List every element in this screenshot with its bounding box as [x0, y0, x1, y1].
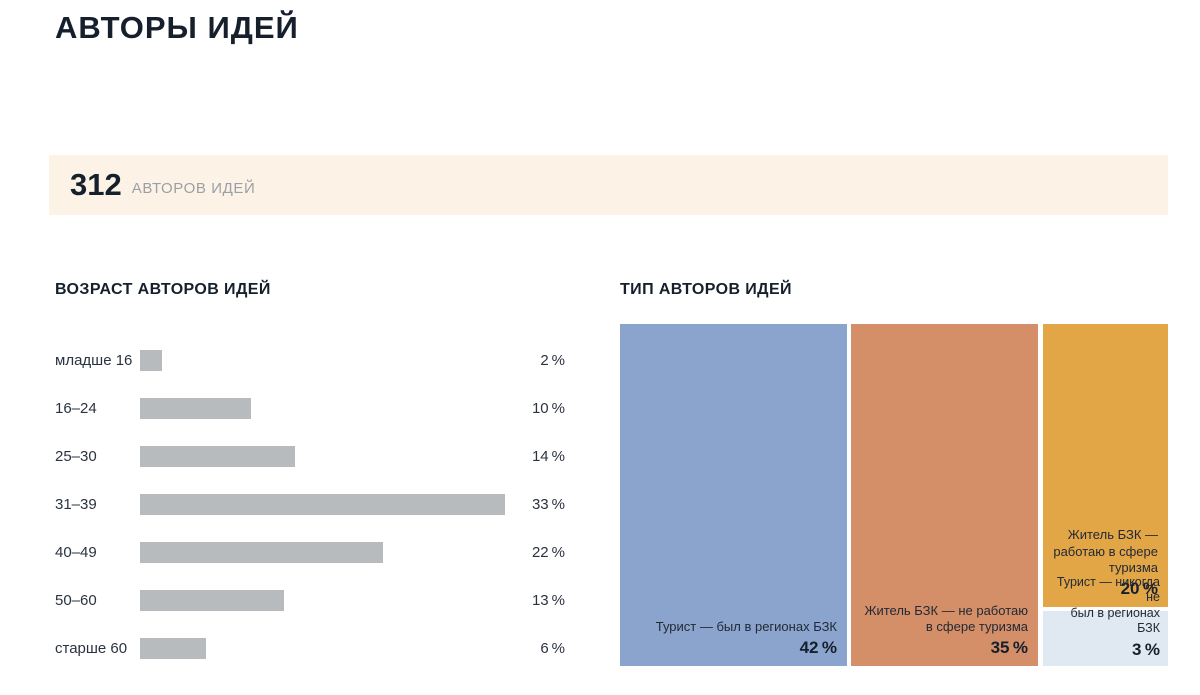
treemap-block-text: Турист — никогда не был в регионах БЗК 3… [1043, 575, 1168, 667]
bar-category-label: 16–24 [55, 399, 97, 417]
treemap-block-label: Житель БЗК — не работаю в сфере туризма [864, 602, 1028, 634]
bar [140, 445, 295, 467]
treemap-block-label: Турист — никогда не был в регионах БЗК [1056, 574, 1160, 636]
bar-category-label: 25–30 [55, 447, 97, 465]
bar [140, 541, 383, 563]
bar-value-label: 22 % [531, 543, 565, 561]
age-bar-chart: младше 16 2 % 16–24 10 % 25–30 14 % 31–3… [55, 336, 565, 672]
bar-category-label: младше 16 [55, 351, 133, 369]
page-title: АВТОРЫ ИДЕЙ [55, 10, 299, 45]
bar-row: 31–39 33 % [55, 480, 565, 528]
bar-track [140, 589, 513, 611]
summary-count: 312 [70, 167, 122, 202]
bar-row: 50–60 13 % [55, 576, 565, 624]
type-chart-title: ТИП АВТОРОВ ИДЕЙ [620, 281, 792, 298]
bar-value-label: 6 % [540, 639, 565, 657]
bar-value-label: 33 % [531, 495, 565, 513]
bar-category-label: старше 60 [55, 639, 128, 657]
treemap-block-value: 3 % [1132, 640, 1160, 659]
bar-value-label: 10 % [531, 399, 565, 417]
treemap-block-text: Турист — был в регионах БЗК 42 % [620, 619, 847, 666]
bar [140, 589, 284, 611]
bar-row: младше 16 2 % [55, 336, 565, 384]
bar-row: старше 60 6 % [55, 624, 565, 672]
treemap-block-value: 35 % [990, 638, 1028, 657]
bar [140, 397, 251, 419]
bar-track [140, 397, 513, 419]
age-chart-title: ВОЗРАСТ АВТОРОВ ИДЕЙ [55, 281, 271, 298]
bar-track [140, 349, 513, 371]
bar-value-label: 13 % [531, 591, 565, 609]
bar-value-label: 14 % [531, 447, 565, 465]
type-treemap: Турист — был в регионах БЗК 42 % Житель … [620, 324, 1168, 666]
treemap-block-text: Житель БЗК — не работаю в сфере туризма … [851, 603, 1038, 667]
bar-row: 25–30 14 % [55, 432, 565, 480]
bar [140, 637, 206, 659]
treemap-block-label: Турист — был в регионах БЗК [655, 618, 837, 634]
bar-track [140, 541, 513, 563]
summary-count-label: АВТОРОВ ИДЕЙ [131, 179, 256, 197]
treemap-block-tourist-visited: Турист — был в регионах БЗК 42 % [620, 324, 847, 666]
bar-row: 16–24 10 % [55, 384, 565, 432]
bar-value-label: 2 % [540, 351, 565, 369]
bar-track [140, 637, 513, 659]
treemap-block-text: Житель БЗК — работаю в сфере туризма 20 … [1043, 527, 1168, 607]
bar-category-label: 40–49 [55, 543, 97, 561]
bar-track [140, 445, 513, 467]
treemap-block-value: 20 % [1120, 579, 1158, 598]
treemap-block-label: Житель БЗК — работаю в сфере туризма [1053, 527, 1158, 575]
bar [140, 349, 162, 371]
treemap-block-resident-non-tourism: Житель БЗК — не работаю в сфере туризма … [851, 324, 1038, 666]
treemap-block-tourist-never: Турист — никогда не был в регионах БЗК 3… [1043, 575, 1168, 666]
bar-row: 40–49 22 % [55, 528, 565, 576]
bar-category-label: 31–39 [55, 495, 97, 513]
treemap-block-value: 42 % [799, 638, 837, 657]
bar [140, 493, 505, 515]
summary-banner: 312 АВТОРОВ ИДЕЙ [49, 155, 1168, 215]
bar-track [140, 493, 513, 515]
bar-category-label: 50–60 [55, 591, 97, 609]
treemap-block-resident-tourism: Житель БЗК — работаю в сфере туризма 20 … [1043, 324, 1168, 607]
